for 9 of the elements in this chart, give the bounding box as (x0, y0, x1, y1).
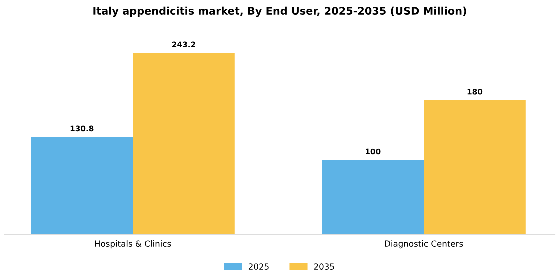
chart-title: Italy appendicitis market, By End User, 2025-2035 (USD Million) (94, 6, 466, 18)
bar (424, 100, 526, 235)
bar (31, 137, 134, 235)
bar (322, 160, 424, 235)
legend-label: 2035 (314, 264, 334, 270)
legend-label: 2025 (248, 264, 269, 270)
x-tick-label: Diagnostic Centers (385, 240, 464, 249)
x-tick-label: Hospitals & Clinics (95, 240, 172, 249)
bar (133, 53, 235, 235)
